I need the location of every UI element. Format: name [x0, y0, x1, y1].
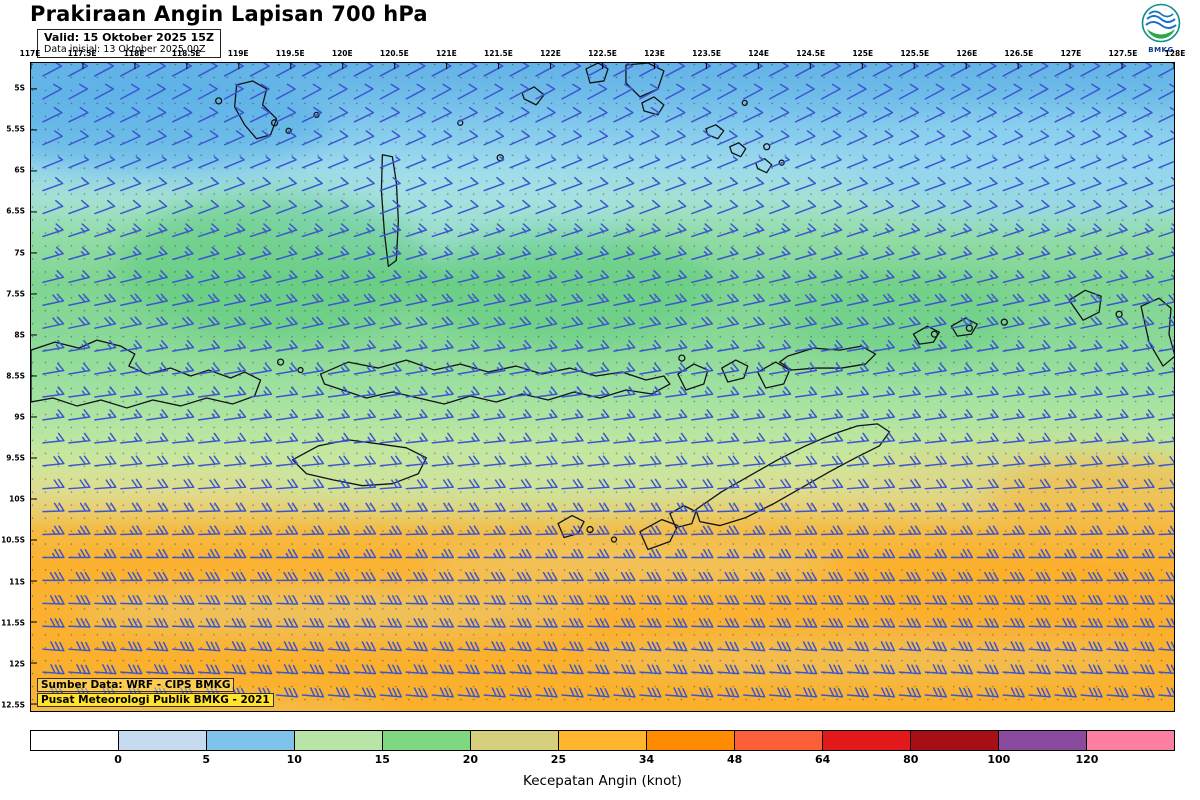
lon-label: 120E — [331, 49, 353, 58]
bmkg-logo-icon — [1141, 3, 1181, 47]
lon-label: 123.5E — [692, 49, 722, 58]
data-source-line1: Sumber Data: WRF - CIPS BMKG — [37, 678, 235, 692]
lon-label: 122.5E — [588, 49, 617, 58]
valid-time: Valid: 15 Oktober 2025 15Z — [44, 31, 214, 44]
legend-tick-label: 10 — [286, 753, 302, 766]
grid-dot-stipple — [31, 63, 1174, 711]
lat-label: 6.5S — [6, 206, 25, 216]
lat-label: 5.5S — [6, 124, 25, 134]
lat-label: 5S — [14, 83, 25, 93]
page-title: Prakiraan Angin Lapisan 700 hPa — [30, 2, 428, 26]
lon-label: 123E — [644, 49, 665, 58]
lon-label: 119E — [227, 49, 249, 58]
lon-label: 121.5E — [483, 49, 513, 58]
legend-color-bar — [30, 730, 1175, 751]
lat-label: 7S — [14, 248, 25, 258]
legend-cell — [559, 731, 647, 750]
legend-tick-label: 25 — [550, 753, 567, 766]
init-time: Data inisial: 13 Oktober 2025 00Z — [44, 44, 206, 55]
legend-tick-label: 5 — [202, 753, 210, 766]
lat-label: 11S — [9, 577, 25, 587]
lon-label: 124E — [748, 49, 770, 58]
lat-label: 9.5S — [6, 453, 25, 463]
data-source: Sumber Data: WRF - CIPS BMKG Pusat Meteo… — [37, 673, 274, 707]
lon-label: 127.5E — [1108, 49, 1138, 58]
lon-label: 121E — [435, 49, 457, 58]
axis-ticks — [31, 63, 1174, 705]
legend-tick-label: 100 — [987, 753, 1011, 766]
lat-label: 10.5S — [1, 535, 25, 545]
legend-cell — [1087, 731, 1174, 750]
legend-caption: Kecepatan Angin (knot) — [523, 773, 682, 789]
legend-tick-label: 0 — [114, 753, 122, 766]
latitude-axis: 5S 5.5S 6S 6.5S 7S 7.5S 8S 8.5S 9S 9.5S 10S 10.5S 11… — [1, 62, 28, 712]
legend-cell — [823, 731, 911, 750]
lat-label: 6S — [14, 165, 25, 175]
data-source-line2: Pusat Meteorologi Publik BMKG - 2021 — [37, 693, 274, 707]
lon-label: 117.5E — [67, 49, 97, 58]
legend-cell — [383, 731, 471, 750]
legend-tick-label: 20 — [462, 753, 479, 766]
legend-cell — [471, 731, 559, 750]
lon-label: 127E — [1060, 49, 1082, 58]
lon-label: 125.5E — [900, 49, 930, 58]
lon-label: 120.5E — [379, 49, 409, 58]
lat-label: 12.5S — [1, 700, 25, 710]
legend-tick-label: 120 — [1075, 753, 1099, 766]
lon-label: 126E — [956, 49, 978, 58]
bmkg-logo: BMKG — [1138, 3, 1184, 54]
legend-cell — [647, 731, 735, 750]
lon-label: 117E — [19, 49, 41, 58]
bmkg-logo-label: BMKG — [1148, 46, 1174, 54]
map-canvas: Sumber Data: WRF - CIPS BMKG Pusat Meteo… — [30, 62, 1175, 712]
lat-label: 11.5S — [1, 618, 25, 628]
legend-tick-labels: 0 5 10 15 20 25 34 48 64 80 100 120 — [30, 753, 1175, 767]
lon-label: 118E — [123, 49, 145, 58]
legend-cell — [999, 731, 1087, 750]
lon-label: 119.5E — [275, 49, 305, 58]
legend-tick-label: 15 — [374, 753, 390, 766]
legend-cell — [207, 731, 295, 750]
validity-box: Valid: 15 Oktober 2025 15Z Data inisial:… — [37, 29, 221, 58]
lon-label: 126.5E — [1004, 49, 1034, 58]
legend-cell — [911, 731, 999, 750]
legend-tick-label: 34 — [638, 753, 655, 766]
wind-speed-legend: 0 5 10 15 20 25 34 48 64 80 100 120 Kecepatan Angin… — [30, 730, 1175, 789]
lat-label: 12S — [9, 659, 25, 669]
legend-cell — [295, 731, 383, 750]
lat-label: 10S — [9, 494, 25, 504]
lat-label: 8S — [14, 330, 25, 340]
lon-label: 128E — [1164, 49, 1186, 58]
lat-label: 7.5S — [6, 289, 25, 299]
lon-label: 124.5E — [796, 49, 826, 58]
longitude-axis: 117E 117.5E 118E 118.5E 119E 119.5E 120E 120.5E… — [20, 49, 1186, 61]
lon-label: 118.5E — [171, 49, 201, 58]
wind-field-map — [31, 63, 1174, 711]
legend-cell — [119, 731, 207, 750]
wind-barbs — [42, 63, 1174, 698]
legend-cell — [31, 731, 119, 750]
legend-tick-label: 64 — [815, 753, 831, 766]
lon-label: 122E — [540, 49, 561, 58]
lat-label: 8.5S — [6, 371, 25, 381]
lat-label: 9S — [14, 412, 25, 422]
legend-tick-label: 48 — [726, 753, 743, 766]
legend-tick-label: 80 — [903, 753, 919, 766]
legend-cell — [735, 731, 823, 750]
lon-label: 125E — [852, 49, 874, 58]
